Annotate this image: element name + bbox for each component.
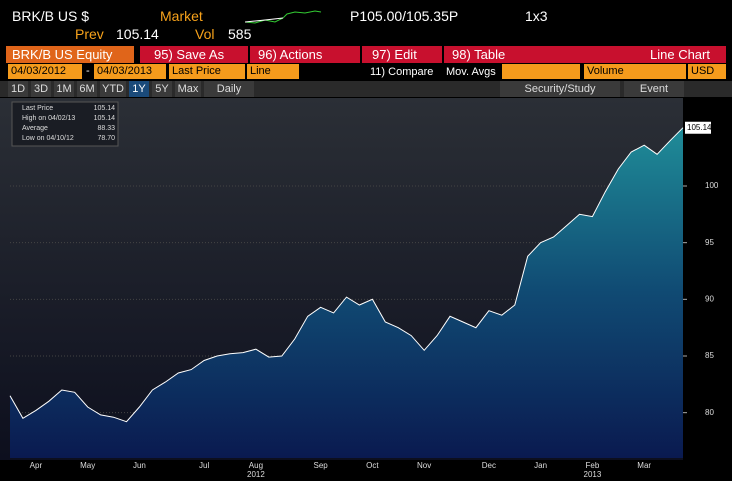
range-tab[interactable]: YTD	[100, 81, 126, 97]
x-tick-label: Mar	[637, 461, 651, 470]
x-tick-label: Dec	[482, 461, 496, 470]
legend-value: 105.14	[94, 105, 116, 112]
legend-value: 78.70	[97, 135, 115, 142]
header: BRK/B US $ Market P105.00/105.35P 1x3 Pr…	[0, 0, 732, 46]
last-value-label: 105.14	[687, 123, 712, 132]
quote: P105.00/105.35P	[350, 8, 459, 24]
x-tick-label: May	[80, 461, 95, 470]
compare[interactable]: 11) Compare	[370, 66, 434, 78]
x-tick-label: Sep	[313, 461, 328, 470]
x-tick-label: Jan	[534, 461, 547, 470]
legend-label: Last Price	[22, 105, 53, 112]
range-tab[interactable]: 1M	[54, 81, 74, 97]
lower[interactable]: Volume	[584, 64, 686, 79]
style[interactable]: Line	[247, 64, 299, 79]
legend-box	[11, 101, 119, 147]
mov-avgs-box[interactable]	[502, 64, 580, 79]
prev-value: 105.14	[116, 26, 159, 42]
mov-avgs[interactable]: Mov. Avgs	[446, 66, 496, 78]
menu[interactable]: 95) Save As	[140, 46, 248, 63]
legend-label: High on 04/02/13	[22, 115, 75, 122]
legend-value: 88.33	[97, 125, 115, 132]
axis-background	[683, 98, 732, 481]
x-tick-label: Jun	[133, 461, 146, 470]
x-tick-label: Nov	[417, 461, 431, 470]
legend-label: Average	[22, 125, 48, 132]
vol-value: 585	[228, 26, 252, 42]
x-tick-label: Aug	[249, 461, 263, 470]
view[interactable]: Line Chart	[640, 46, 726, 63]
size: 1x3	[525, 8, 548, 24]
y-tick-label: 85	[705, 351, 714, 360]
y-tick-label: 100	[705, 181, 719, 190]
x-year-label: 2013	[584, 470, 602, 479]
study[interactable]: Security/Study	[500, 81, 620, 97]
last-value-tag	[685, 121, 711, 134]
range-tab[interactable]: 3D	[31, 81, 51, 97]
chart: 80 85 90 95 100 105.14 Apr May Jun Jul Aug Sep Oct No…	[0, 98, 732, 481]
market-label: Market	[160, 8, 203, 24]
event[interactable]: Event	[624, 81, 684, 97]
x-tick-label: Feb	[586, 461, 600, 470]
y-tick-label: 80	[705, 408, 714, 417]
menu[interactable]: 97) Edit	[362, 46, 442, 63]
menu[interactable]: 98) Table	[444, 46, 640, 63]
range-tab[interactable]: 1D	[8, 81, 28, 97]
currency[interactable]: USD	[688, 64, 726, 79]
toolbar: BRK/B US Equity 95) Save As 96) Actions …	[0, 46, 732, 63]
settings: 04/03/2012 - 04/03/2013 Last Price Line …	[0, 63, 732, 81]
range-tab[interactable]: 5Y	[152, 81, 172, 97]
x-tick-label: Oct	[366, 461, 379, 470]
range-tab[interactable]: 6M	[77, 81, 97, 97]
vol-label: Vol	[195, 26, 215, 42]
y-tick-label: 95	[705, 238, 714, 247]
prev-label: Prev	[75, 26, 104, 42]
range-tab[interactable]: 1Y	[129, 81, 149, 97]
tabs: 1D 3D 1M 6M YTD 1Y 5Y Max Daily Security/Study Eve…	[0, 81, 732, 97]
x-year-label: 2012	[247, 470, 265, 479]
field[interactable]: Last Price	[169, 64, 245, 79]
legend-label: Low on 04/10/12	[22, 135, 74, 142]
x-tick-label: Apr	[30, 461, 43, 470]
x-axis-background	[0, 460, 732, 481]
y-tick-label: 90	[705, 294, 714, 303]
ticker: BRK/B US $	[12, 8, 90, 24]
security[interactable]: BRK/B US Equity	[6, 46, 134, 63]
sparkline	[245, 10, 322, 24]
period[interactable]: Daily	[204, 81, 254, 97]
separator: -	[86, 65, 90, 77]
menu[interactable]: 96) Actions	[250, 46, 360, 63]
line	[9, 127, 684, 423]
start-date[interactable]: 04/03/2012	[8, 64, 82, 79]
x-tick-label: Jul	[199, 461, 209, 470]
end-date[interactable]: 04/03/2013	[94, 64, 166, 79]
area	[10, 127, 683, 458]
legend-value: 105.14	[94, 115, 116, 122]
range-tab[interactable]: Max	[175, 81, 201, 97]
